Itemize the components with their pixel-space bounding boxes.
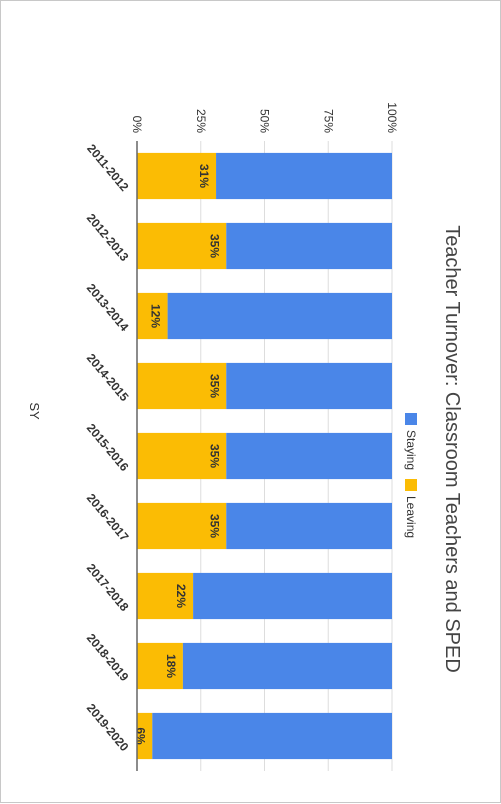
bar-staying bbox=[193, 572, 392, 620]
x-tick-label: 2018-2019 bbox=[84, 631, 132, 684]
legend-swatch-staying bbox=[405, 413, 417, 425]
data-label-leaving: 35% bbox=[207, 514, 221, 538]
y-axis-ticks: 0% 25% 50% 75% 100% bbox=[130, 102, 399, 133]
y-tick-label: 0% bbox=[130, 116, 144, 134]
data-label-leaving: 35% bbox=[207, 234, 221, 258]
bar-staying bbox=[216, 152, 392, 200]
bar-leaving bbox=[137, 222, 227, 270]
legend-swatch-leaving bbox=[405, 479, 417, 491]
data-label-leaving: 18% bbox=[164, 654, 178, 678]
bars bbox=[136, 152, 392, 760]
x-tick-label: 2017-2018 bbox=[84, 561, 132, 614]
bar-leaving bbox=[136, 712, 153, 760]
y-tick-label: 25% bbox=[194, 109, 208, 133]
data-label-leaving: 35% bbox=[207, 444, 221, 468]
x-tick-label: 2019-2020 bbox=[84, 701, 132, 754]
bar-staying bbox=[152, 712, 392, 760]
legend: Staying Leaving bbox=[404, 413, 418, 538]
x-tick-label: 2011-2012 bbox=[84, 141, 131, 194]
bar-leaving bbox=[136, 152, 217, 200]
y-tick-label: 50% bbox=[258, 109, 272, 133]
legend-label-leaving: Leaving bbox=[404, 496, 418, 538]
data-label-leaving: 22% bbox=[174, 584, 188, 608]
y-tick-label: 75% bbox=[321, 109, 335, 133]
bar-leaving bbox=[137, 362, 227, 410]
bar-staying bbox=[226, 502, 392, 550]
data-label-leaving: 12% bbox=[149, 304, 163, 328]
legend-item-staying: Staying bbox=[404, 413, 418, 470]
bar-staying bbox=[167, 292, 392, 340]
bar-leaving bbox=[137, 432, 227, 480]
x-tick-label: 2012-2013 bbox=[84, 211, 132, 264]
legend-item-leaving: Leaving bbox=[404, 479, 418, 538]
y-tick-label: 100% bbox=[385, 102, 399, 133]
data-label-leaving: 31% bbox=[197, 164, 211, 188]
x-tick-label: 2014-2015 bbox=[84, 351, 132, 404]
bar-leaving bbox=[137, 502, 227, 550]
x-axis-ticks: 2011-2012 2012-2013 2013-2014 2014-2015 2015… bbox=[84, 141, 132, 754]
x-axis-title: SY bbox=[27, 402, 42, 420]
bar-staying bbox=[226, 432, 392, 480]
x-tick-label: 2013-2014 bbox=[84, 281, 132, 334]
data-label-leaving: 35% bbox=[207, 374, 221, 398]
x-tick-label: 2016-2017 bbox=[84, 491, 132, 544]
bar-leaving bbox=[137, 292, 168, 340]
bar-leaving bbox=[137, 572, 194, 620]
bar-leaving bbox=[136, 642, 183, 690]
data-labels: 31% 35% 12% 35% 35% 35% 22% 18% 6% bbox=[133, 164, 221, 745]
x-tick-label: 2015-2016 bbox=[84, 421, 132, 474]
chart-title: Teacher Turnover: Classroom Teachers and… bbox=[441, 225, 463, 673]
legend-label-staying: Staying bbox=[404, 430, 418, 470]
data-label-leaving: 6% bbox=[133, 727, 147, 745]
bar-staying bbox=[226, 362, 392, 410]
bar-staying bbox=[226, 222, 392, 270]
bar-staying bbox=[182, 642, 392, 690]
